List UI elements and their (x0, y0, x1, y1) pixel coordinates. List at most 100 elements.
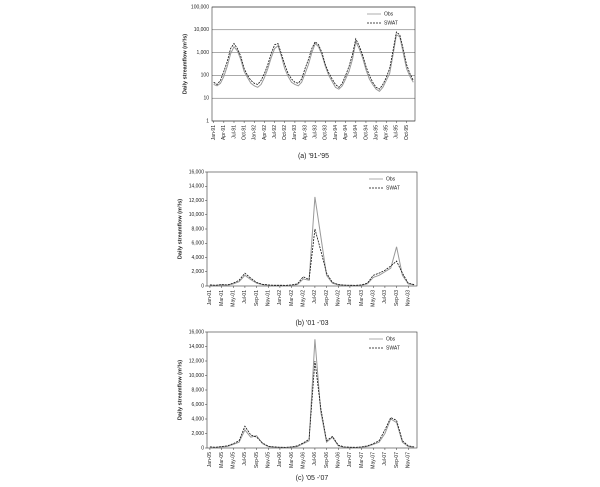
x-tick-label: Oct-95 (404, 125, 410, 140)
y-tick-label: 12,000 (189, 358, 205, 364)
series-line (209, 196, 415, 287)
y-tick-label: 10,000 (194, 27, 210, 33)
y-tick-label: 10 (203, 96, 209, 102)
y-axis-label: Daily streamflow (m³/s) (176, 360, 183, 420)
plot-frame (211, 6, 416, 122)
caption: (a) '91-'95 (298, 153, 329, 160)
x-tick-label: Oct-92 (282, 125, 288, 140)
legend-label: SWAT (386, 185, 400, 191)
y-tick-label: 6,000 (191, 402, 204, 408)
x-tick-label: Jul-93 (313, 125, 319, 139)
y-tick-label: 16,000 (189, 329, 205, 335)
x-tick-label: Mar-05 (219, 452, 225, 468)
series-line (209, 228, 415, 286)
x-tick-label: May-01 (231, 290, 237, 307)
x-tick-label: Mar-02 (289, 290, 295, 306)
y-tick-label: 8,000 (191, 226, 204, 232)
legend-label: SWAT (384, 20, 398, 26)
series-line (213, 34, 414, 93)
x-tick-label: Jan-01 (207, 290, 213, 306)
x-tick-label: May-02 (301, 290, 307, 307)
x-tick-label: Jul-95 (394, 125, 400, 139)
x-tick-label: Apr-93 (302, 125, 308, 140)
x-tick-label: Nov-02 (336, 290, 342, 306)
x-tick-label: Jan-93 (292, 125, 298, 141)
x-tick-label: Apr-92 (262, 125, 268, 140)
x-tick-label: Apr-94 (343, 125, 349, 140)
x-tick-label: Jul-07 (382, 452, 388, 466)
caption: (b) '01 -'03 (295, 320, 328, 327)
x-tick-label: Jul-06 (312, 452, 318, 466)
x-tick-label: Jan-07 (347, 452, 353, 468)
x-tick-label: Jan-91 (211, 125, 217, 141)
y-tick-label: 4,000 (191, 255, 204, 261)
x-tick-label: Jan-05 (207, 452, 213, 468)
x-tick-label: Jan-03 (347, 290, 353, 306)
x-tick-label: May-07 (371, 452, 377, 469)
x-tick-label: Apr-95 (384, 125, 390, 140)
y-tick-label: 16,000 (189, 169, 205, 175)
legend-label: SWAT (386, 345, 400, 351)
chart: 0 2,000 4,000 6,000 8,000 10,000 12,000 14,000 1… (176, 169, 418, 327)
y-tick-label: 14,000 (189, 344, 205, 350)
x-tick-label: Mar-01 (219, 290, 225, 306)
y-axis-label: Daily streamflow (m³/s) (181, 34, 188, 94)
series-line (209, 339, 415, 448)
x-tick-label: Jul-02 (312, 290, 318, 304)
y-tick-label: 8,000 (191, 387, 204, 393)
legend-label: Obs (384, 11, 394, 17)
x-tick-label: May-03 (371, 290, 377, 307)
y-tick-label: 1 (206, 118, 209, 124)
x-tick-label: Nov-05 (266, 452, 272, 468)
x-tick-label: Jan-92 (252, 125, 258, 141)
x-tick-label: Jan-06 (277, 452, 283, 468)
x-tick-label: Oct-91 (241, 125, 247, 140)
y-tick-label: 14,000 (189, 184, 205, 190)
y-tick-label: 2,000 (191, 269, 204, 275)
x-tick-label: Jan-95 (373, 125, 379, 141)
x-tick-label: Jul-01 (242, 290, 248, 304)
x-tick-label: Sep-05 (254, 452, 260, 468)
x-tick-label: Sep-01 (254, 290, 260, 306)
x-tick-label: Sep-06 (324, 452, 330, 468)
x-tick-label: Sep-07 (394, 452, 400, 468)
x-tick-label: Jan-94 (333, 125, 339, 141)
x-tick-label: Mar-07 (359, 452, 365, 468)
y-tick-label: 0 (201, 283, 204, 289)
chart: 0 2,000 4,000 6,000 8,000 10,000 12,000 14,000 1… (176, 329, 418, 482)
series-line (209, 360, 415, 448)
x-tick-label: Oct-93 (323, 125, 329, 140)
x-tick-label: Mar-06 (289, 452, 295, 468)
plot-frame (206, 331, 418, 449)
y-tick-label: 100,000 (191, 4, 209, 10)
y-tick-label: 10,000 (189, 373, 205, 379)
x-tick-label: Nov-07 (406, 452, 412, 468)
y-tick-label: 1,000 (196, 50, 209, 56)
y-tick-label: 2,000 (191, 431, 204, 437)
y-tick-label: 4,000 (191, 416, 204, 422)
y-tick-label: 10,000 (189, 212, 205, 218)
plot-frame (206, 171, 418, 287)
x-tick-label: Sep-02 (324, 290, 330, 306)
caption: (c) '05 -'07 (296, 475, 329, 482)
x-tick-label: Jul-92 (272, 125, 278, 139)
series-line (213, 31, 414, 90)
chart: 1 10 100 1,000 10,000 100,000 Jan-91 Apr-91 Jul-… (181, 4, 416, 160)
x-tick-label: Nov-06 (336, 452, 342, 468)
x-tick-label: Apr-91 (221, 125, 227, 140)
y-axis-label: Daily streamflow (m³/s) (176, 199, 183, 259)
x-tick-label: Sep-03 (394, 290, 400, 306)
x-tick-label: Jan-02 (277, 290, 283, 306)
x-tick-label: May-06 (301, 452, 307, 469)
x-tick-label: Jul-03 (382, 290, 388, 304)
x-tick-label: Jul-05 (242, 452, 248, 466)
y-tick-label: 100 (201, 73, 210, 79)
x-tick-label: Nov-01 (266, 290, 272, 306)
x-tick-label: May-05 (231, 452, 237, 469)
x-tick-label: Nov-03 (406, 290, 412, 306)
x-tick-label: Jul-94 (353, 125, 359, 139)
x-tick-label: Oct-94 (363, 125, 369, 140)
x-tick-label: Mar-03 (359, 290, 365, 306)
legend-label: Obs (386, 336, 396, 342)
